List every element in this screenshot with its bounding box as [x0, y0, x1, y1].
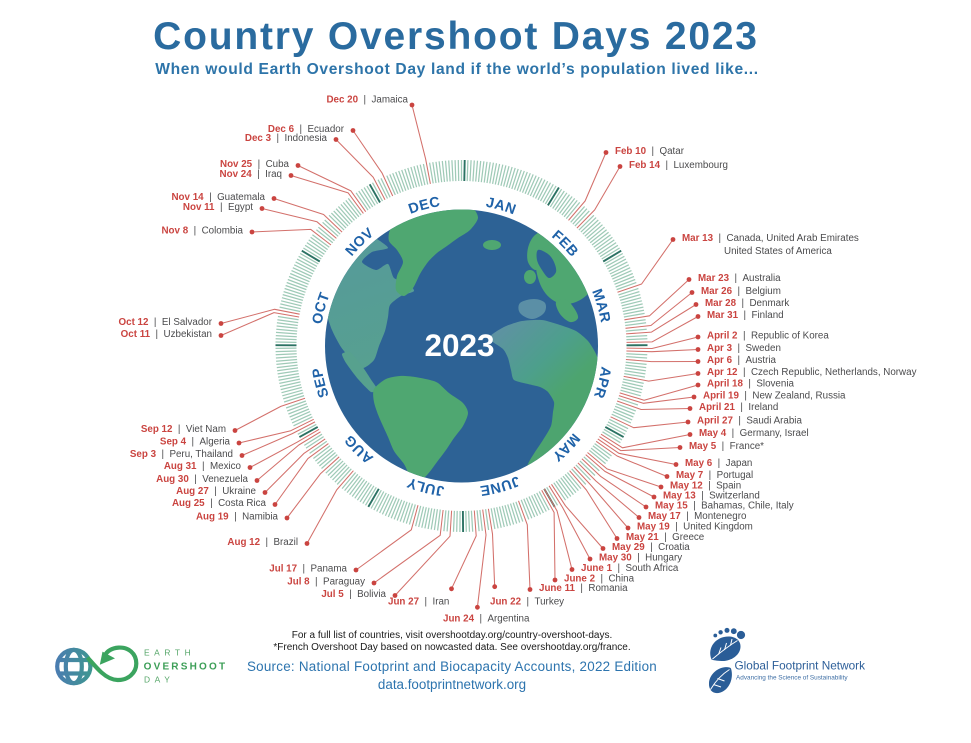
svg-text:April 2 | Republic of Korea: April 2 | Republic of Korea	[707, 331, 829, 342]
svg-text:Jun 22 | Turkey: Jun 22 | Turkey	[490, 597, 564, 608]
svg-text:Sep 12 | Viet Nam: Sep 12 | Viet Nam	[141, 424, 226, 435]
svg-text:Feb 14 | Luxembourg: Feb 14 | Luxembourg	[629, 160, 728, 171]
svg-text:Apr 6 | Austria: Apr 6 | Austria	[707, 355, 777, 366]
svg-text:April 18 | Slovenia: April 18 | Slovenia	[707, 379, 795, 390]
svg-text:May 21 | Greece: May 21 | Greece	[626, 532, 705, 543]
svg-text:DAY: DAY	[144, 675, 174, 685]
svg-text:Mar 28 | Denmark: Mar 28 | Denmark	[705, 298, 789, 309]
svg-text:Sep 4 | Algeria: Sep 4 | Algeria	[160, 437, 231, 448]
svg-text:Apr 3 | Sweden: Apr 3 | Sweden	[707, 343, 781, 354]
svg-text:For a full list of countries,: For a full list of countries, visit over…	[292, 630, 613, 641]
svg-text:Nov 8 | Colombia: Nov 8 | Colombia	[161, 226, 243, 237]
svg-text:When would Earth Overshoot Day: When would Earth Overshoot Day land if t…	[155, 61, 759, 78]
svg-text:*French Overshoot Day based on: *French Overshoot Day based on nowcasted…	[273, 642, 630, 653]
svg-text:June 1 | South Africa: June 1 | South Africa	[581, 563, 679, 574]
svg-text:May 7 | Portugal: May 7 | Portugal	[676, 470, 753, 481]
svg-text:Aug 31 | Mexico: Aug 31 | Mexico	[164, 461, 242, 472]
svg-text:2023: 2023	[424, 327, 494, 363]
svg-text:May 17 | Montenegro: May 17 | Montenegro	[648, 511, 747, 522]
svg-text:Global Footprint Network: Global Footprint Network	[735, 658, 866, 672]
svg-text:Nov 25 | Cuba: Nov 25 | Cuba	[220, 159, 290, 170]
svg-text:EARTH: EARTH	[144, 648, 195, 658]
svg-text:May 13 | Switzerland: May 13 | Switzerland	[663, 491, 760, 502]
svg-text:May 19 | United Kingdom: May 19 | United Kingdom	[637, 522, 753, 533]
svg-text:Nov 24 | Iraq: Nov 24 | Iraq	[220, 169, 282, 180]
svg-text:Mar 26 | Belgium: Mar 26 | Belgium	[701, 286, 781, 297]
svg-text:Dec 6 | Ecuador: Dec 6 | Ecuador	[268, 124, 345, 135]
svg-text:Advancing the Science of Susta: Advancing the Science of Sustainability	[736, 675, 848, 682]
svg-text:Jun 27 | Iran: Jun 27 | Iran	[388, 597, 449, 608]
svg-text:Sep 3 | Peru, Thailand: Sep 3 | Peru, Thailand	[130, 449, 233, 460]
svg-text:Dec 3 | Indonesia: Dec 3 | Indonesia	[245, 133, 328, 144]
svg-text:Aug 12 | Brazil: Aug 12 | Brazil	[227, 537, 298, 548]
svg-text:May 6 | Japan: May 6 | Japan	[685, 458, 752, 469]
svg-text:Mar 23 | Australia: Mar 23 | Australia	[698, 273, 781, 284]
svg-text:May 12 | Spain: May 12 | Spain	[670, 481, 741, 492]
svg-text:Aug 27 | Ukraine: Aug 27 | Ukraine	[176, 486, 256, 497]
svg-text:Aug 19 | Namibia: Aug 19 | Namibia	[196, 512, 279, 523]
svg-text:Dec 20 | Jamaica: Dec 20 | Jamaica	[326, 95, 408, 106]
svg-text:April 21 | Ireland: April 21 | Ireland	[699, 402, 778, 413]
svg-text:Jul 8 | Paraguay: Jul 8 | Paraguay	[287, 577, 365, 588]
svg-text:May 5 | France*: May 5 | France*	[689, 441, 764, 452]
svg-text:Oct 12 | El Salvador: Oct 12 | El Salvador	[119, 317, 213, 328]
svg-text:April 19 | New Zealand, Russ: April 19 | New Zealand, Russia	[703, 391, 846, 402]
svg-text:data.footprintnetwork.org: data.footprintnetwork.org	[378, 677, 526, 692]
svg-text:United States of America: United States of America	[724, 246, 832, 257]
svg-text:Feb 10 | Qatar: Feb 10 | Qatar	[615, 146, 685, 157]
svg-text:Nov 14 | Guatemala: Nov 14 | Guatemala	[171, 192, 265, 203]
svg-text:Country Overshoot Days 2023: Country Overshoot Days 2023	[153, 15, 759, 58]
svg-text:May 15 | Bahamas, Chile, Ita: May 15 | Bahamas, Chile, Italy	[655, 501, 794, 512]
svg-text:Source: National Footprint and: Source: National Footprint and Biocapaci…	[247, 659, 657, 674]
svg-text:Jul 5 | Bolivia: Jul 5 | Bolivia	[321, 589, 386, 600]
svg-text:SEP: SEP	[310, 366, 333, 399]
svg-text:June 11 | Romania: June 11 | Romania	[539, 583, 628, 594]
svg-text:Aug 30 | Venezuela: Aug 30 | Venezuela	[156, 474, 248, 485]
svg-text:Nov 11 | Egypt: Nov 11 | Egypt	[183, 202, 253, 213]
svg-text:April 27 | Saudi Arabia: April 27 | Saudi Arabia	[697, 416, 802, 427]
svg-text:Aug 25 | Costa Rica: Aug 25 | Costa Rica	[172, 498, 267, 509]
svg-text:Mar 31 | Finland: Mar 31 | Finland	[707, 310, 784, 321]
svg-text:May 29 | Croatia: May 29 | Croatia	[612, 542, 690, 553]
svg-text:Apr 12 | Czech Republic, Net: Apr 12 | Czech Republic, Netherlands, No…	[707, 367, 917, 378]
svg-text:Oct 11 | Uzbekistan: Oct 11 | Uzbekistan	[121, 329, 212, 340]
svg-text:Jun 24 | Argentina: Jun 24 | Argentina	[443, 614, 530, 625]
svg-text:May 4 | Germany, Israel: May 4 | Germany, Israel	[699, 428, 809, 439]
svg-text:Jul 17 | Panama: Jul 17 | Panama	[269, 564, 347, 575]
svg-text:June 2 | China: June 2 | China	[564, 574, 635, 585]
svg-text:Mar 13 | Canada, United Arab: Mar 13 | Canada, United Arab Emirates	[682, 233, 859, 244]
svg-text:May 30 | Hungary: May 30 | Hungary	[599, 553, 682, 564]
svg-text:OVERSHOOT: OVERSHOOT	[144, 661, 228, 672]
